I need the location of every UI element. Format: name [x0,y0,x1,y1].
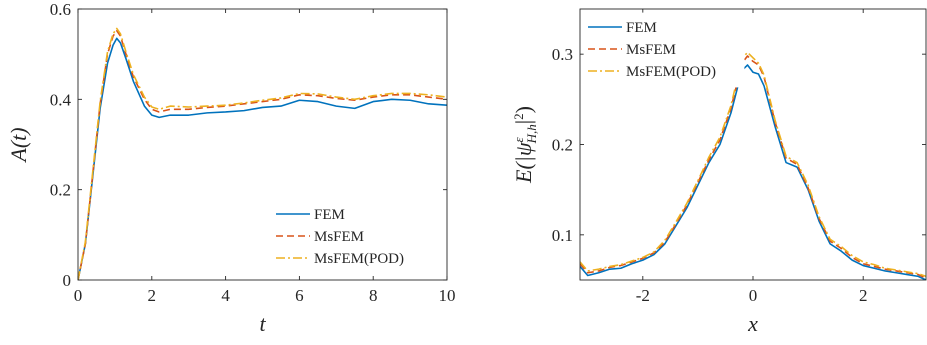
series-line-fem [580,64,926,280]
x-tick-label: 0 [749,286,758,305]
x-tick-label: 4 [221,286,230,305]
x-axis-label: t [259,311,266,336]
legend-box [583,12,745,88]
y-axis-label: E(|ψεH,h|2) [511,106,539,184]
legend: FEM MsFEM MsFEM(POD) [271,199,443,275]
y-tick-label: 0 [63,271,72,290]
x-tick-label: 2 [148,286,157,305]
series-line-msfem-pod [78,27,447,280]
legend-label: MsFEM(POD) [626,64,716,80]
legend: FEM MsFEM MsFEM(POD) [583,12,745,88]
y-tick-label: 0.2 [50,181,71,200]
axes-box [77,8,448,281]
y-tick-label: 0.1 [552,226,573,245]
series-line-msfem [580,55,926,279]
legend-label: MsFEM(POD) [314,251,404,267]
legend-label: MsFEM [314,229,364,245]
legend-label: FEM [314,207,345,223]
y-tick-label: 0.4 [50,90,72,109]
series-line-msfem-pod [580,51,926,278]
series-line-msfem [78,29,447,280]
y-tick-label: 0.3 [552,45,573,64]
x-axis-label: x [747,311,758,336]
legend-label: FEM [626,20,657,36]
x-tick-label: -2 [636,286,650,305]
y-axis-label: A(t) [6,127,31,163]
right-plot: -2 0 2 0.1 0.2 0.3 x E(|ψεH,h|2) FEM MsFEM MsFEM(P… [511,8,927,336]
x-tick-label: 2 [859,286,868,305]
x-tick-label: 10 [439,286,456,305]
x-tick-label: 6 [295,286,304,305]
x-tick-label: 0 [74,286,83,305]
left-plot: 0 2 4 6 8 10 0 0.2 0.4 0.6 t A(t) FEM MsFEM MsFEM(POD) [6,0,456,336]
legend-label: MsFEM [626,42,676,58]
x-tick-label: 8 [369,286,378,305]
y-tick-label: 0.6 [50,0,71,19]
series-line-fem [78,37,447,280]
y-tick-label: 0.2 [552,136,573,155]
legend-box [271,199,443,275]
